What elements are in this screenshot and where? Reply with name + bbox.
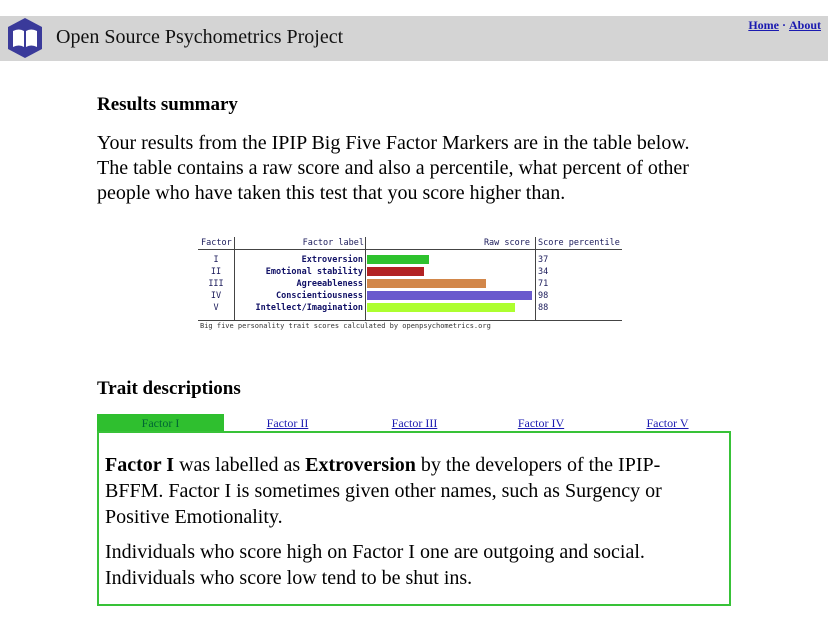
factor-number: IV [210,291,222,301]
results-summary-heading: Results summary [97,94,238,115]
site-header: Open Source Psychometrics Project Home · A… [0,16,828,61]
factor-label: Extroversion [301,255,363,265]
column-divider [365,237,366,320]
header-factor: Factor [201,238,232,248]
results-intro-text: Your results from the IPIP Big Five Fact… [97,132,690,204]
top-nav: Home · About [748,18,821,33]
nav-separator: · [781,18,786,32]
score-bar [367,279,486,288]
factor-number: II [210,267,222,277]
site-title[interactable]: Open Source Psychometrics Project [56,26,344,48]
tab-factor-iv[interactable]: Factor IV [517,416,565,430]
description-text: by the developers of the IPIP-BFFM. Fact… [105,454,662,528]
factor-label: Agreeableness [296,279,363,289]
score-percentile: 71 [538,279,549,289]
tab-factor-i[interactable]: Factor I [97,414,224,432]
trait-descriptions-heading: Trait descriptions [97,378,241,399]
column-divider [535,237,536,320]
factor-number: III [208,279,224,289]
factor-label: Conscientiousness [276,291,363,301]
factor-label: Extroversion [305,454,416,476]
description-text: was labelled as [174,454,306,476]
factor-description-panel: Factor I was labelled as Extroversion by… [97,431,731,606]
header-score-percentile: Score percentile [538,238,620,248]
factor-name: Factor I [105,454,175,476]
tab-factor-v[interactable]: Factor V [646,416,689,430]
score-percentile: 98 [538,291,549,301]
factor-label: Emotional stability [265,267,363,277]
table-caption: Big five personality trait scores calcul… [200,322,491,330]
factor-label: Intellect/Imagination [255,303,363,313]
tab-factor-iii[interactable]: Factor III [391,416,438,430]
score-bar [367,303,515,312]
factor-description-paragraph: Factor I was labelled as Extroversion by… [105,452,715,530]
score-percentile: 37 [538,255,549,265]
about-link[interactable]: About [788,18,821,32]
footer-divider [198,320,622,321]
score-percentile: 34 [538,267,549,277]
home-link[interactable]: Home [748,18,779,32]
open-book-icon[interactable] [4,17,46,59]
tab-factor-ii[interactable]: Factor II [266,416,309,430]
score-bar [367,255,429,264]
header-divider [198,249,622,250]
header-raw-score: Raw score [483,238,530,248]
factor-number: I [213,255,219,265]
score-bar [367,267,424,276]
column-divider [234,237,235,320]
factor-score-meaning: Individuals who score high on Factor I o… [105,541,645,589]
score-percentile: 88 [538,303,549,313]
factor-number: V [213,303,219,313]
header-factor-label: Factor label [302,238,364,248]
score-bar [367,291,532,300]
factor-tabs: Factor I Factor II Factor III Factor IV … [97,414,731,432]
